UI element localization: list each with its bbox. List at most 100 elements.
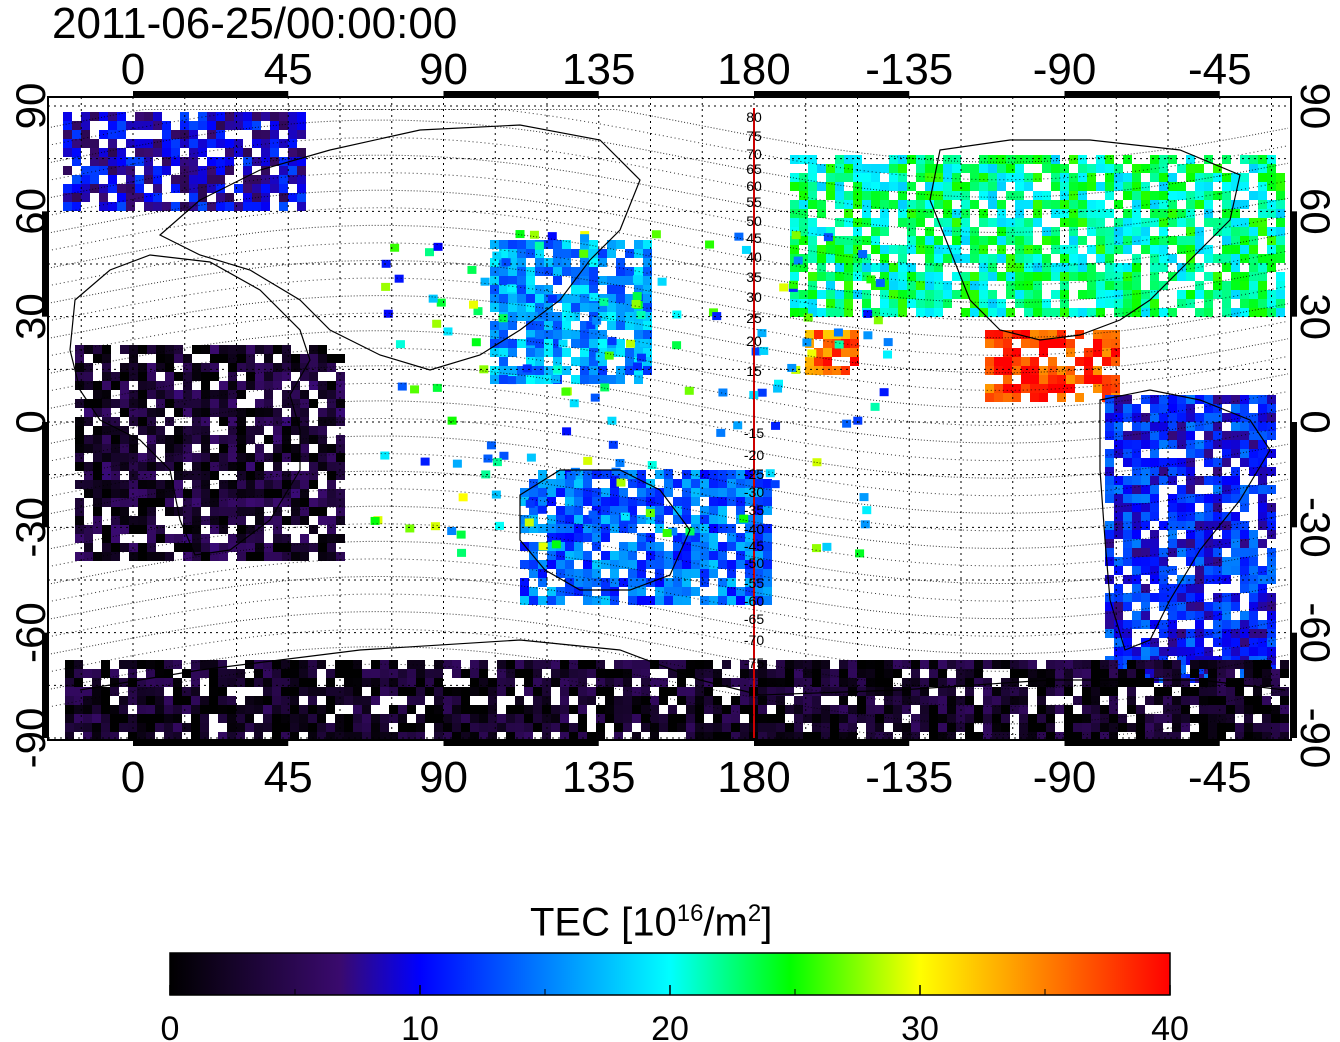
tec-cell (835, 272, 844, 281)
tec-cell (84, 345, 93, 354)
tec-cell (664, 560, 673, 569)
tec-cell (947, 678, 956, 687)
tec-cell (434, 714, 443, 723)
tec-cell (72, 121, 81, 130)
tec-cell (700, 569, 709, 578)
tec-cell (1114, 485, 1123, 494)
tec-cell (210, 462, 219, 471)
tec-cell (144, 112, 153, 121)
tec-cell (508, 303, 517, 312)
tec-cell (1150, 422, 1159, 431)
tec-cell (1132, 236, 1141, 245)
tec-cell (1226, 723, 1235, 732)
tec-cell (560, 723, 569, 732)
tec-cell (601, 497, 610, 506)
tec-cell (191, 678, 200, 687)
tec-cell (880, 245, 889, 254)
tec-cell (397, 382, 407, 391)
tec-cell (821, 714, 830, 723)
tec-cell (165, 354, 174, 363)
tec-cell (126, 157, 135, 166)
tec-cell (596, 732, 605, 740)
tec-cell (1267, 254, 1276, 263)
tec-cell (129, 498, 138, 507)
tec-cell (709, 560, 718, 569)
tec-cell (1141, 521, 1150, 530)
tec-cell (947, 705, 956, 714)
tec-cell (655, 515, 664, 524)
tec-cell (1132, 272, 1141, 281)
tec-cell (1249, 245, 1258, 254)
tec-cell (279, 121, 288, 130)
tec-cell (252, 157, 261, 166)
tec-cell (189, 130, 198, 139)
tec-cell (1024, 299, 1033, 308)
tec-cell (515, 230, 525, 239)
tec-cell (625, 276, 634, 285)
tec-cell (965, 669, 974, 678)
tec-cell (1253, 705, 1262, 714)
tec-cell (637, 542, 646, 551)
tec-cell (1172, 678, 1181, 687)
tec-cell (1100, 687, 1109, 696)
tec-cell (736, 497, 745, 506)
tec-cell (1033, 272, 1042, 281)
tec-cell (237, 390, 246, 399)
tec-cell (245, 705, 254, 714)
tec-cell (1195, 557, 1204, 566)
tec-cell (1249, 575, 1258, 584)
tec-cell (63, 130, 72, 139)
tec-cell (1154, 732, 1163, 740)
tec-cell (1132, 191, 1141, 200)
tec-cell (1177, 263, 1186, 272)
tec-cell (228, 345, 237, 354)
tec-cell (1240, 245, 1249, 254)
tec-cell (297, 112, 306, 121)
tec-cell (695, 732, 704, 740)
tec-cell (144, 166, 153, 175)
tec-cell (599, 297, 609, 306)
tec-cell (1123, 155, 1132, 164)
tec-cell (102, 381, 111, 390)
tec-cell (452, 687, 461, 696)
tec-cell (470, 723, 479, 732)
tec-cell (1132, 182, 1141, 191)
tec-cell (1213, 503, 1222, 512)
tec-cell (776, 687, 785, 696)
tec-cell (281, 660, 290, 669)
tec-cell (1114, 557, 1123, 566)
tec-cell (219, 552, 228, 561)
tec-cell (1168, 173, 1177, 182)
tec-cell (380, 723, 389, 732)
tec-cell (1276, 173, 1285, 182)
tec-region-central-america (985, 330, 1120, 402)
tec-cell (1208, 723, 1217, 732)
tec-cell (470, 678, 479, 687)
tec-cell (353, 669, 362, 678)
tec-cell (192, 471, 201, 480)
tec-cell (1276, 308, 1285, 317)
tec-cell (255, 399, 264, 408)
tec-cell (101, 732, 110, 740)
tec-cell (138, 552, 147, 561)
tec-cell (1051, 290, 1060, 299)
tec-cell (1096, 155, 1105, 164)
tec-cell (1258, 254, 1267, 263)
tec-cell (272, 714, 281, 723)
tec-cell (700, 479, 709, 488)
tec-cell (1001, 732, 1010, 740)
tec-cell (1195, 521, 1204, 530)
tec-cell (740, 705, 749, 714)
tec-cell (290, 687, 299, 696)
tec-cell (245, 696, 254, 705)
tec-cell (1181, 678, 1190, 687)
tec-cell (754, 596, 763, 605)
tec-cell (1168, 254, 1177, 263)
tec-cell (508, 321, 517, 330)
tec-cell (171, 148, 180, 157)
tec-cell (979, 299, 988, 308)
tec-cell (264, 435, 273, 444)
tec-cell (1195, 494, 1204, 503)
tec-cell (677, 687, 686, 696)
tec-cell (633, 362, 643, 371)
